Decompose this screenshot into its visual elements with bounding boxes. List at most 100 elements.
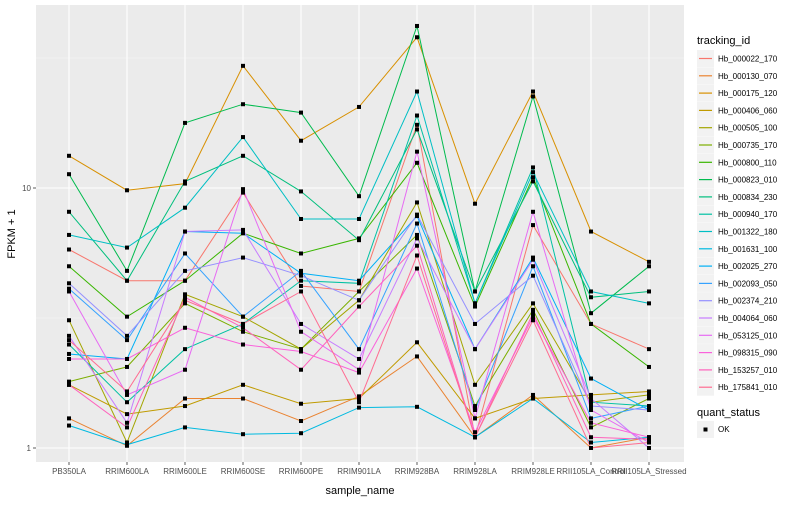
data-point bbox=[183, 205, 187, 210]
data-point bbox=[647, 364, 651, 369]
data-point bbox=[415, 89, 419, 94]
legend-label: Hb_002025_270 bbox=[718, 262, 778, 271]
data-point bbox=[67, 172, 71, 177]
data-point bbox=[67, 289, 71, 294]
data-point bbox=[67, 379, 71, 384]
data-point bbox=[589, 392, 593, 397]
data-point bbox=[647, 289, 651, 294]
y-tick-label: 10 bbox=[22, 184, 31, 193]
legend-title-shape: quant_status bbox=[697, 407, 760, 419]
legend-label: Hb_000175_120 bbox=[718, 89, 778, 98]
data-point bbox=[473, 408, 477, 413]
legend-label: Hb_000940_170 bbox=[718, 210, 778, 219]
data-point bbox=[473, 304, 477, 309]
data-point bbox=[415, 340, 419, 345]
data-point bbox=[647, 347, 651, 352]
data-point bbox=[531, 89, 535, 94]
data-point bbox=[183, 251, 187, 256]
data-point bbox=[183, 229, 187, 234]
data-point bbox=[473, 416, 477, 421]
legend-label: Hb_053125_010 bbox=[718, 331, 778, 340]
data-point bbox=[125, 314, 129, 319]
data-point bbox=[647, 301, 651, 306]
grid-minor bbox=[36, 57, 684, 319]
data-point bbox=[415, 212, 419, 217]
data-point bbox=[299, 278, 303, 283]
data-point bbox=[531, 273, 535, 278]
data-point bbox=[241, 382, 245, 387]
legend-label: Hb_000505_100 bbox=[718, 124, 778, 133]
data-point bbox=[183, 181, 187, 186]
data-point bbox=[357, 304, 361, 309]
data-point bbox=[67, 153, 71, 158]
data-point bbox=[299, 329, 303, 334]
data-point bbox=[183, 298, 187, 303]
plot-panel bbox=[36, 5, 684, 462]
data-point bbox=[183, 425, 187, 430]
y-axis-title: FPKM + 1 bbox=[6, 209, 18, 258]
data-point bbox=[67, 247, 71, 252]
y-axis: 1 10 bbox=[22, 184, 36, 453]
legend-label: Hb_000834_230 bbox=[718, 193, 778, 202]
data-point bbox=[589, 376, 593, 381]
points bbox=[67, 23, 651, 450]
data-point bbox=[183, 268, 187, 273]
data-point bbox=[241, 227, 245, 232]
data-point bbox=[299, 431, 303, 436]
x-axis: PB350LA RRIM600LA RRIM600LE RRIM600SE RRIM60… bbox=[52, 462, 687, 476]
data-point bbox=[589, 396, 593, 401]
data-point bbox=[125, 268, 129, 273]
data-point bbox=[299, 289, 303, 294]
data-point bbox=[299, 138, 303, 143]
data-point bbox=[415, 236, 419, 241]
data-point bbox=[415, 122, 419, 127]
data-point bbox=[415, 243, 419, 248]
data-point bbox=[67, 416, 71, 421]
data-point bbox=[589, 446, 593, 450]
data-point bbox=[241, 135, 245, 140]
data-point bbox=[647, 396, 651, 401]
data-point bbox=[241, 153, 245, 158]
data-point bbox=[67, 342, 71, 347]
data-point bbox=[67, 338, 71, 343]
x-axis-title: sample_name bbox=[325, 485, 394, 497]
data-point bbox=[183, 347, 187, 352]
data-point bbox=[241, 342, 245, 347]
data-point bbox=[473, 430, 477, 435]
data-point bbox=[473, 201, 477, 206]
data-point bbox=[67, 423, 71, 428]
data-point bbox=[589, 400, 593, 405]
data-point bbox=[357, 367, 361, 372]
data-point bbox=[589, 425, 593, 430]
data-point bbox=[299, 321, 303, 326]
data-point bbox=[415, 23, 419, 28]
data-point bbox=[299, 347, 303, 352]
legend-label: Hb_002093_050 bbox=[718, 279, 778, 288]
legend-label: Hb_001631_100 bbox=[718, 245, 778, 254]
data-point bbox=[67, 351, 71, 356]
data-point bbox=[473, 347, 477, 352]
data-point bbox=[183, 278, 187, 283]
data-point bbox=[183, 120, 187, 125]
data-point bbox=[647, 404, 651, 409]
data-point bbox=[125, 440, 129, 445]
data-point bbox=[415, 354, 419, 359]
data-point bbox=[183, 179, 187, 184]
data-point bbox=[415, 232, 419, 237]
data-point bbox=[183, 301, 187, 306]
legend-label: Hb_000735_170 bbox=[718, 141, 778, 150]
legend-label: Hb_001322_180 bbox=[718, 228, 778, 237]
data-point bbox=[589, 289, 593, 294]
data-point bbox=[299, 273, 303, 278]
legend-label-ok: OK bbox=[718, 425, 730, 434]
legend-label: Hb_004064_060 bbox=[718, 314, 778, 323]
data-point bbox=[589, 440, 593, 445]
data-point bbox=[647, 264, 651, 269]
data-point bbox=[531, 165, 535, 170]
data-point bbox=[125, 442, 129, 447]
data-point bbox=[415, 149, 419, 154]
data-point bbox=[589, 311, 593, 316]
data-point bbox=[531, 170, 535, 175]
data-point bbox=[183, 325, 187, 330]
